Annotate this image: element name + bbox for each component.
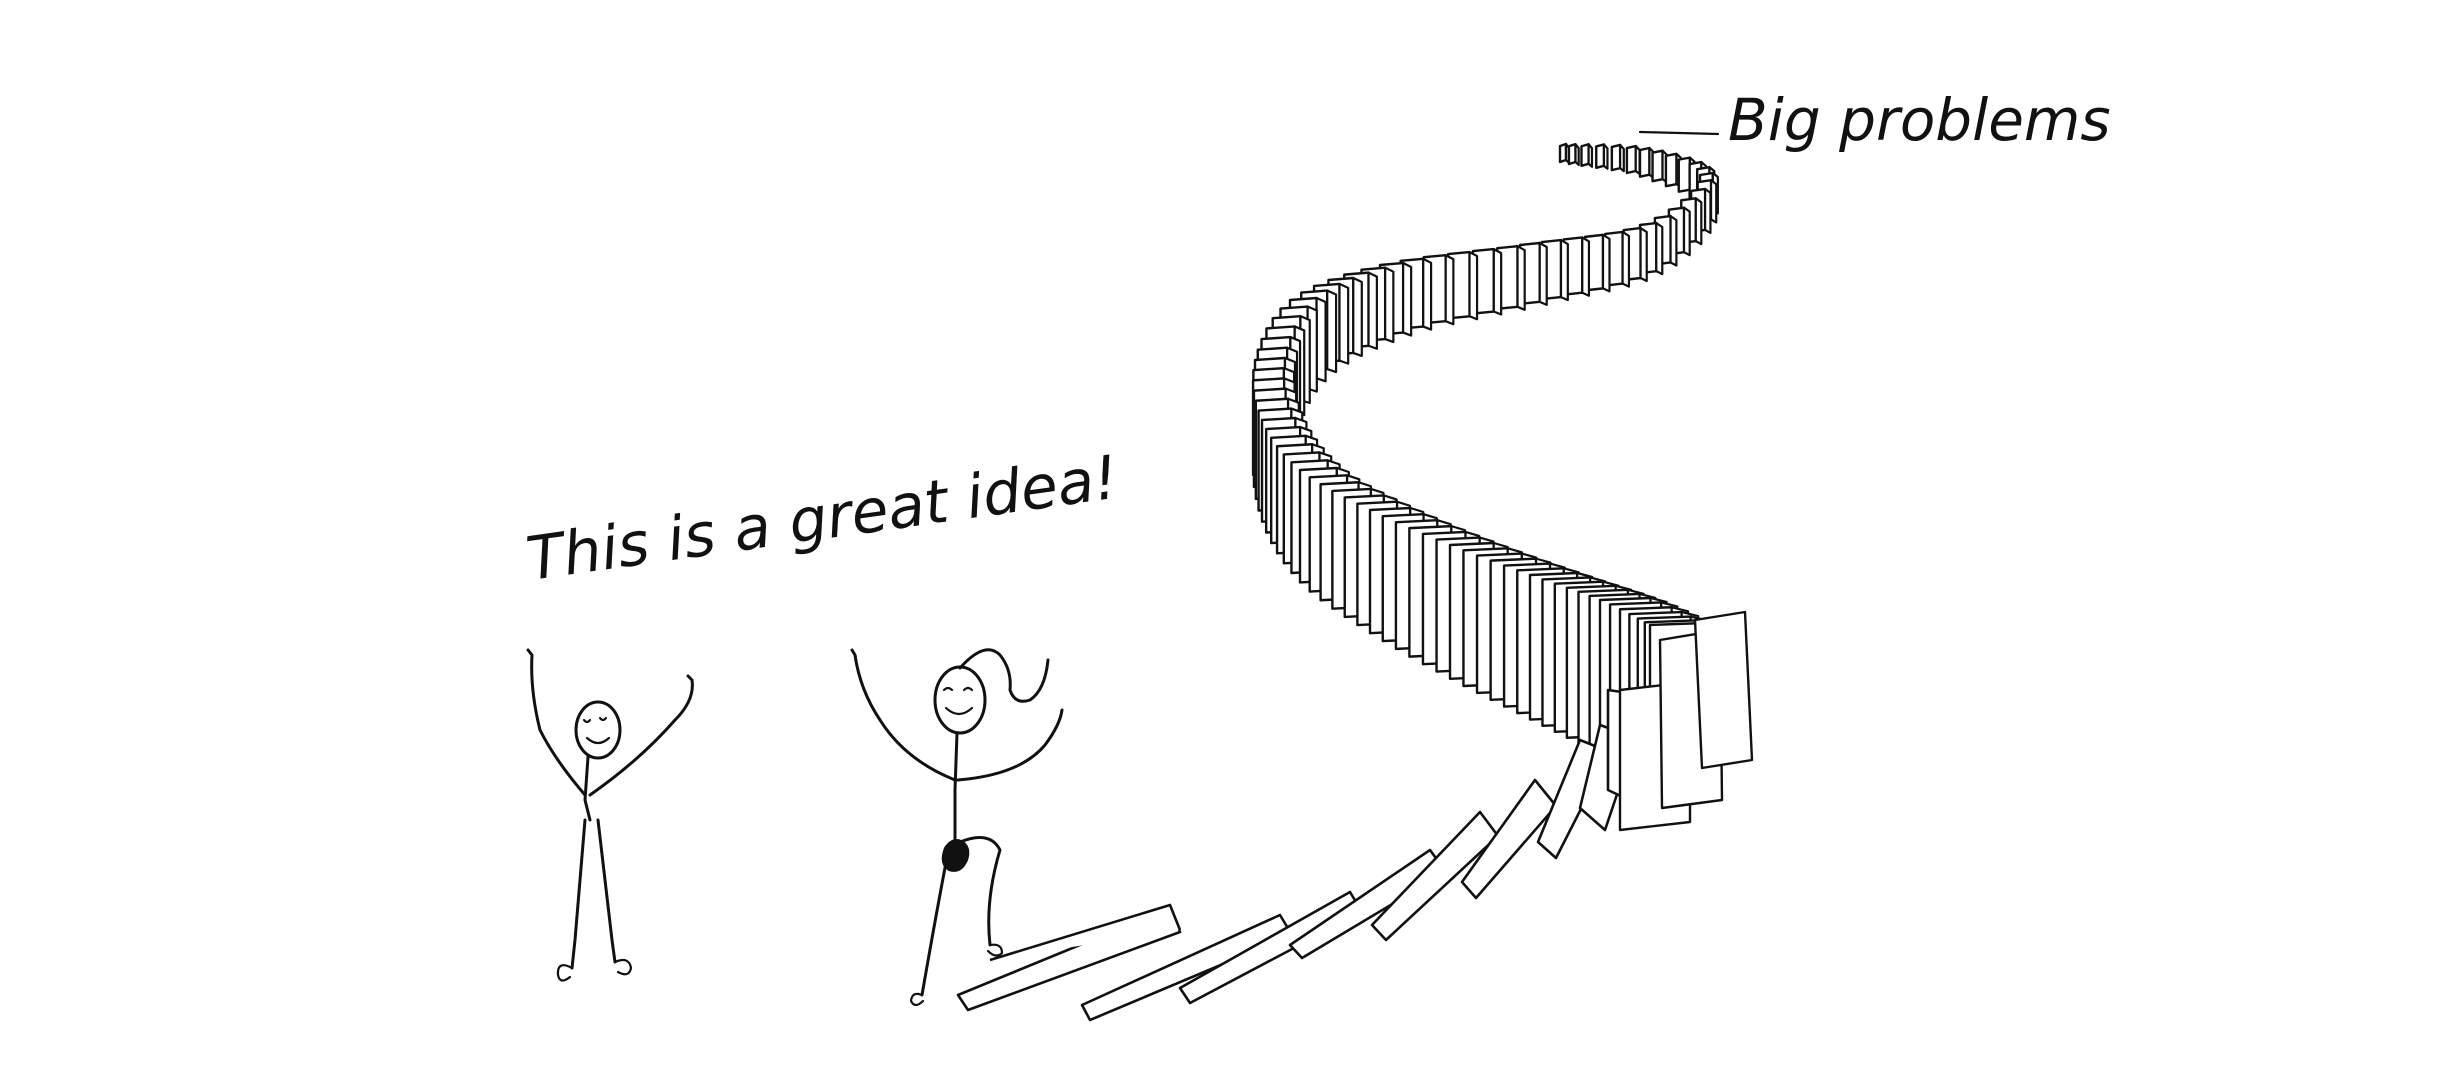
standing-domino-side <box>1492 248 1503 316</box>
leg-right-left <box>596 818 617 964</box>
head-right <box>933 665 987 735</box>
leg-left-left <box>570 818 587 970</box>
standing-domino <box>1693 610 1754 770</box>
standing-domino-side <box>1669 215 1678 267</box>
standing-domino-side <box>1444 254 1455 326</box>
standing-domino-side <box>1574 143 1580 167</box>
front-standing-dominoes <box>1618 610 1754 832</box>
standing-domino-side <box>1367 271 1378 350</box>
smile-left <box>585 736 611 745</box>
standing-domino-side <box>1602 143 1609 170</box>
standing-domino-side <box>1639 226 1648 283</box>
standing-domino <box>1664 152 1678 188</box>
eyes-left <box>582 716 608 724</box>
foot-right-left <box>613 958 633 976</box>
standing-domino <box>1651 149 1664 183</box>
standing-domino-side <box>1326 289 1338 374</box>
speech-caption: This is a great idea! <box>522 443 1122 595</box>
standing-domino-side <box>1601 233 1611 293</box>
arm-left-left <box>526 648 587 797</box>
torso-left <box>583 755 592 822</box>
hair-curl <box>958 648 1050 703</box>
standing-domino-side <box>1352 276 1363 358</box>
big-problems-label: Big problems <box>1728 86 2111 154</box>
foot-left-left <box>556 964 574 982</box>
standing-domino-side <box>1338 282 1350 365</box>
leg-front-right <box>958 836 1002 947</box>
arm-right-right <box>956 708 1064 782</box>
arm-right-left <box>588 674 694 797</box>
standing-domino <box>1638 146 1651 178</box>
standing-domino-side <box>1655 221 1664 276</box>
standing-domino-side <box>1384 266 1395 344</box>
standing-domino-side <box>1559 238 1569 302</box>
standing-domino <box>1625 144 1637 175</box>
standing-domino-side <box>1422 257 1433 331</box>
standing-domino-side <box>1709 179 1718 224</box>
standing-domino-side <box>1581 236 1591 297</box>
standing-domino <box>1610 143 1622 172</box>
arm-left-right <box>850 648 957 782</box>
foot-front-right <box>986 943 1004 957</box>
standing-domino-side <box>1538 241 1548 306</box>
eyes-right <box>942 686 974 692</box>
standing-domino-side <box>1619 143 1625 173</box>
standing-domino-side <box>1468 250 1479 321</box>
standing-domino-side <box>1621 230 1631 288</box>
leg-back-right <box>920 850 950 997</box>
standing-domino-side <box>1682 206 1691 257</box>
standing-domino-side <box>1516 245 1526 311</box>
label-pointer-line <box>1638 130 1720 136</box>
foot-back-right <box>909 992 925 1007</box>
fallen-dominoes <box>956 688 1652 1022</box>
head-left <box>574 700 622 760</box>
standing-domino-side <box>1315 296 1327 383</box>
stick-figure-left <box>526 648 694 982</box>
stick-figure-right <box>850 648 1064 1007</box>
standing-domino-side <box>1402 261 1413 337</box>
standing-domino-side <box>1694 197 1703 246</box>
standing-domino <box>1677 156 1692 193</box>
standing-domino-side <box>1587 143 1594 168</box>
standing-domino-side <box>1704 187 1712 235</box>
fallen-domino-top <box>989 903 1182 962</box>
standing-domino <box>1595 143 1606 169</box>
smile-right <box>944 706 974 716</box>
torso-right <box>953 731 959 842</box>
